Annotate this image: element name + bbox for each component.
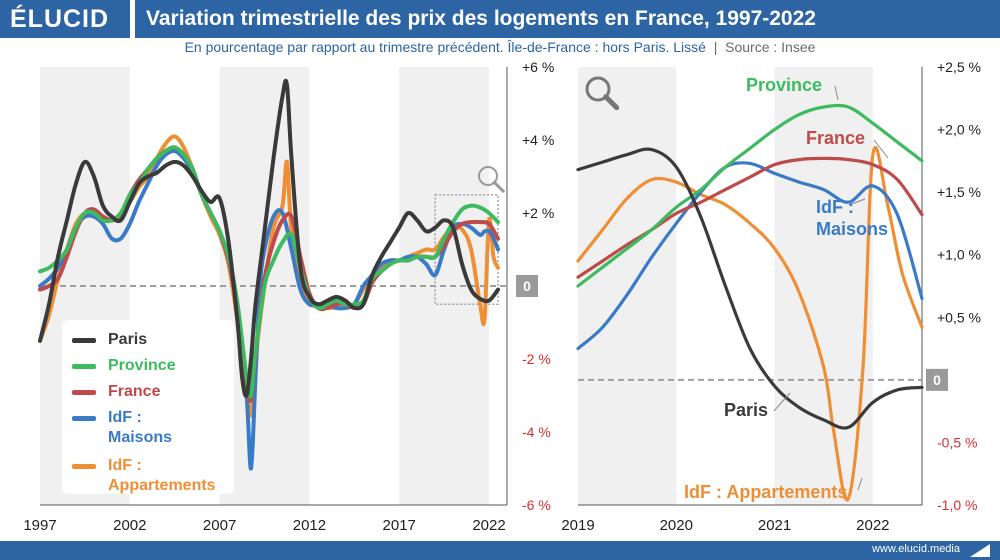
series-label-leader: [857, 477, 863, 491]
series-label: IdF : Appartements: [684, 482, 847, 502]
series-label-leader: [773, 392, 791, 412]
zero-badge-box: [516, 275, 538, 297]
x-tick-label: 2012: [293, 517, 326, 534]
zero-badge: 0: [926, 368, 948, 391]
legend-swatch: [72, 390, 96, 395]
series-line-idf-maisons: [576, 161, 924, 351]
legend-label: France: [108, 383, 161, 400]
series-line-france: [576, 156, 924, 279]
series-label-leader: [834, 85, 839, 101]
y-tick-label: +6 %: [522, 59, 554, 75]
zero-badge-label: 0: [523, 278, 531, 294]
source-text: Source : Insee: [725, 39, 816, 55]
year-band: [578, 67, 677, 505]
magnifier-icon: [478, 166, 505, 193]
x-tick-label: 2017: [383, 517, 416, 534]
series-line-province: [38, 145, 500, 399]
series-label: Province: [746, 75, 822, 95]
y-tick-label: +2,5 %: [937, 59, 981, 75]
series-line-idf-maisons: [38, 148, 500, 471]
x-tick-label: 2007: [203, 517, 236, 534]
series-line-paris: [38, 78, 500, 399]
x-tick-label: 2002: [113, 517, 146, 534]
brand-logo: ÉLUCID: [10, 5, 110, 33]
legend-label: Appartements: [108, 477, 216, 494]
zero-badge-box: [926, 368, 948, 391]
y-tick-label: +2,0 %: [937, 122, 981, 138]
year-band: [489, 67, 507, 505]
x-tick-label: 2020: [660, 517, 693, 534]
series-line-province: [576, 103, 924, 288]
legend-label: Maisons: [108, 429, 173, 446]
footer-url[interactable]: www.elucid.media: [871, 543, 960, 555]
footer-logo-mark: [970, 544, 990, 557]
y-tick-label: +0,5 %: [937, 309, 981, 325]
magnifier-lens: [585, 76, 611, 102]
year-band: [872, 67, 922, 505]
magnifier-handle: [492, 180, 505, 193]
chart-panel-2: +2,5 % +2,0 % +1,5 % +1,0 % +0,5 % 0 -0,5 % -1,…: [561, 59, 981, 534]
zero-badge: 0: [516, 275, 538, 297]
x-tick-label: 2022: [472, 517, 505, 534]
footer-bar: www.elucid.media: [0, 541, 1000, 560]
legend-label: IdF :: [108, 457, 142, 474]
y-tick-label: +2 %: [522, 205, 554, 221]
chart-subtitle: En pourcentage par rapport au trimestre …: [0, 39, 1000, 55]
legend-label: Province: [108, 357, 176, 374]
header-bar: ÉLUCID Variation trimestrielle des prix …: [0, 0, 1000, 38]
series-label: IdF :: [816, 197, 854, 217]
series-label-leader: [848, 198, 866, 206]
subtitle-separator: |: [709, 39, 722, 55]
legend: Paris Province France IdF : Maisons IdF : Appa…: [62, 320, 234, 494]
zero-badge-label: 0: [933, 372, 941, 388]
x-tick-label: 2019: [561, 517, 594, 534]
y-tick-label: -6 %: [522, 497, 551, 513]
legend-label: IdF :: [108, 409, 142, 426]
y-tick-label: -1,0 %: [937, 497, 977, 513]
series-label-leader: [873, 139, 889, 159]
magnifier-icon: [585, 76, 620, 111]
legend-swatch: [72, 364, 96, 369]
x-tick-label: 2021: [758, 517, 791, 534]
series-label: Paris: [724, 400, 768, 420]
y-tick-label: -0,5 %: [937, 434, 977, 450]
y-tick-label: +4 %: [522, 132, 554, 148]
series-line-idf-appartements: [576, 145, 924, 502]
series-label: France: [806, 128, 865, 148]
legend-swatch: [72, 338, 96, 343]
magnifier-lens: [478, 166, 498, 186]
x-tick-label: 2022: [856, 517, 889, 534]
x-tick-label: 1997: [23, 517, 56, 534]
legend-swatch: [72, 464, 96, 469]
y-tick-label: +1,5 %: [937, 184, 981, 200]
series-label: Maisons: [816, 219, 888, 239]
y-tick-label: -2 %: [522, 351, 551, 367]
y-tick-label: -4 %: [522, 424, 551, 440]
magnifier-handle: [603, 94, 620, 111]
series-line-paris: [576, 147, 924, 430]
header-divider: [130, 0, 135, 38]
legend-label: Paris: [108, 331, 148, 348]
legend-swatch: [72, 416, 96, 421]
y-tick-label: +1,0 %: [937, 247, 981, 263]
subtitle-text: En pourcentage par rapport au trimestre …: [184, 39, 706, 55]
chart-title: Variation trimestrielle des prix des log…: [146, 7, 816, 30]
